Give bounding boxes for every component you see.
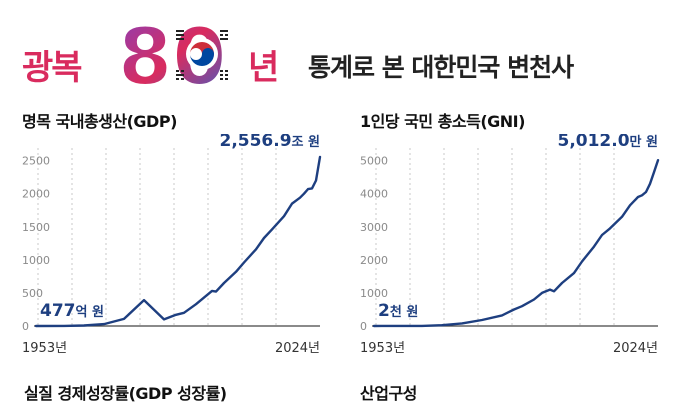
data-point <box>223 282 225 284</box>
end-value-label: 5,012.0만 원 <box>557 134 658 151</box>
data-point <box>211 290 213 292</box>
series-line <box>372 159 660 328</box>
y-tick-label: 1000 <box>360 287 388 300</box>
data-point <box>553 290 555 293</box>
brand-text-year: 년 <box>248 48 279 88</box>
data-point <box>629 204 631 207</box>
data-point <box>303 192 305 195</box>
data-point <box>657 159 659 162</box>
data-point <box>255 248 257 251</box>
data-point <box>609 227 611 230</box>
data-point <box>83 324 85 327</box>
taegeuk-icon <box>186 38 218 70</box>
data-point <box>373 325 375 327</box>
y-tick-label: 0 <box>22 320 29 333</box>
start-value-label: 2천 원 <box>378 301 418 321</box>
data-point <box>641 194 643 197</box>
gni-line-chart: 0 1000 2000 3000 4000 5000 2천 원 5,012.0만 원 1953년… <box>360 134 660 356</box>
data-point <box>533 298 535 301</box>
data-point <box>163 318 165 321</box>
y-tick-label: 500 <box>22 287 43 300</box>
brand-text: 광복 <box>22 48 83 88</box>
data-point <box>593 245 595 248</box>
data-point <box>319 155 321 158</box>
x-end-label: 2024년 <box>613 341 658 356</box>
data-point <box>203 296 205 299</box>
chart-title: 명목 국내총생산(GDP) <box>22 112 177 131</box>
data-point <box>175 313 177 316</box>
data-point <box>549 288 551 291</box>
data-point <box>315 179 317 182</box>
series-line <box>34 155 322 328</box>
data-point <box>645 191 647 193</box>
data-point <box>649 182 651 185</box>
page-subtitle: 통계로 본 대한민국 변천사 <box>308 53 574 82</box>
data-point <box>143 299 145 302</box>
data-point <box>235 270 237 273</box>
y-tick-label: 2500 <box>22 155 50 168</box>
data-point <box>421 324 423 327</box>
data-point <box>215 290 217 293</box>
y-tick-label: 2000 <box>22 188 50 201</box>
data-point <box>601 234 603 236</box>
y-tick-label: 5000 <box>360 155 388 168</box>
data-point <box>183 311 185 314</box>
data-point <box>581 260 583 263</box>
data-point <box>513 308 515 311</box>
y-tick-label: 1500 <box>22 221 50 234</box>
data-point <box>461 322 463 325</box>
end-value-label: 2,556.9조 원 <box>219 134 320 151</box>
data-point <box>271 228 273 231</box>
data-point <box>441 324 443 327</box>
data-point <box>263 237 265 239</box>
data-point <box>283 215 285 218</box>
y-tick-label: 3000 <box>360 221 388 234</box>
data-point <box>123 317 125 320</box>
data-point <box>573 272 575 274</box>
gdp-panel: 명목 국내총생산(GDP) 0 500 1000 1500 2000 2500 477억 원… <box>8 106 328 366</box>
data-point <box>35 325 37 327</box>
data-point <box>311 187 313 190</box>
y-tick-label: 4000 <box>360 188 388 201</box>
data-point <box>195 303 197 306</box>
brand-80-logo: 80 <box>117 14 228 94</box>
data-point <box>299 196 301 199</box>
data-point <box>291 202 293 205</box>
section-title-growth: 실질 경제성장률(GDP 성장률) <box>24 384 227 403</box>
data-point <box>481 319 483 321</box>
data-point <box>637 196 639 198</box>
y-tick-label: 0 <box>360 320 367 333</box>
y-tick-label: 2000 <box>360 254 388 267</box>
data-point <box>307 188 309 190</box>
section-title-industry: 산업구성 <box>360 384 417 403</box>
data-point <box>63 324 65 327</box>
gni-panel: 1인당 국민 총소득(GNI) 0 1000 2000 3000 4000 5000 2천 … <box>346 106 666 366</box>
gdp-line-chart: 0 500 1000 1500 2000 2500 477억 원 2,556.9조 원 1953… <box>22 134 322 356</box>
data-point <box>621 215 623 218</box>
data-point <box>521 305 523 308</box>
x-start-label: 1953년 <box>360 341 405 356</box>
data-point <box>501 314 503 317</box>
data-point <box>401 325 403 327</box>
data-point <box>653 171 655 174</box>
data-point <box>541 292 543 294</box>
x-end-label: 2024년 <box>275 341 320 356</box>
data-point <box>561 282 563 284</box>
x-start-label: 1953년 <box>22 341 67 356</box>
data-point <box>103 323 105 326</box>
chart-title: 1인당 국민 총소득(GNI) <box>360 112 525 131</box>
y-tick-label: 1000 <box>22 254 50 267</box>
start-value-label: 477억 원 <box>40 301 104 321</box>
data-point <box>243 261 245 264</box>
header: 광복 80 <box>22 14 662 94</box>
